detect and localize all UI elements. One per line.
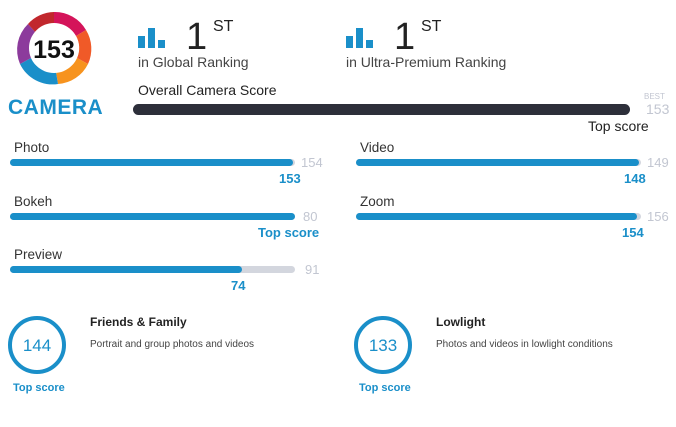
- video-bar-fill: [356, 159, 639, 166]
- friends-family-desc: Portrait and group photos and videos: [90, 339, 254, 350]
- global-rank-number: 1: [186, 16, 208, 58]
- bokeh-bar: [10, 213, 295, 220]
- preview-score: 74: [231, 278, 246, 293]
- zoom-bar-fill: [356, 213, 638, 220]
- bokeh-max: 80: [303, 209, 318, 224]
- overall-score-title: Overall Camera Score: [138, 82, 277, 98]
- friends-family-score: 144: [23, 336, 51, 355]
- video-score: 148: [624, 171, 646, 186]
- preview-label: Preview: [14, 247, 63, 262]
- camera-label: CAMERA: [8, 96, 104, 119]
- lowlight-title: Lowlight: [436, 315, 486, 329]
- photo-label: Photo: [14, 140, 50, 155]
- best-value: 153: [646, 101, 670, 117]
- zoom-label: Zoom: [360, 194, 395, 209]
- camera-score-badge: 153: [6, 6, 102, 90]
- video-max: 149: [647, 155, 669, 170]
- global-rank-suffix: ST: [213, 18, 234, 35]
- lowlight-score-circle: 133: [353, 315, 413, 380]
- lowlight-score: 133: [369, 336, 397, 355]
- friends-family-score-circle: 144: [7, 315, 67, 380]
- lowlight-desc: Photos and videos in lowlight conditions: [436, 339, 613, 350]
- photo-max: 154: [301, 155, 323, 170]
- ultra-premium-rank-number: 1: [394, 16, 416, 58]
- photo-bar: [10, 159, 295, 166]
- friends-family-badge: Top score: [13, 382, 65, 394]
- ultra-premium-rank-label: in Ultra-Premium Ranking: [346, 54, 507, 70]
- lowlight-badge: Top score: [359, 382, 411, 394]
- bokeh-label: Bokeh: [14, 194, 53, 209]
- video-label: Video: [360, 140, 395, 155]
- global-rank-label: in Global Ranking: [138, 54, 249, 70]
- photo-score: 153: [279, 171, 301, 186]
- ultra-premium-rank-suffix: ST: [421, 18, 442, 35]
- zoom-bar: [356, 213, 641, 220]
- friends-family-title: Friends & Family: [90, 315, 187, 329]
- preview-bar: [10, 266, 295, 273]
- video-bar: [356, 159, 641, 166]
- overall-score-bar: [133, 104, 630, 115]
- bokeh-bar-fill: [10, 213, 295, 220]
- zoom-max: 156: [647, 209, 669, 224]
- zoom-score: 154: [622, 225, 644, 240]
- preview-max: 91: [305, 262, 320, 277]
- overall-score-bar-fill: [133, 104, 630, 115]
- global-ranking-icon: [138, 26, 170, 53]
- best-label: BEST: [644, 92, 665, 101]
- preview-bar-fill: [10, 266, 242, 273]
- badge-ring-icon: 153: [17, 11, 92, 85]
- badge-score: 153: [33, 36, 75, 64]
- photo-bar-fill: [10, 159, 294, 166]
- ultra-premium-ranking-icon: [346, 26, 378, 53]
- bokeh-score: Top score: [258, 225, 320, 240]
- overall-top-score: Top score: [588, 118, 649, 134]
